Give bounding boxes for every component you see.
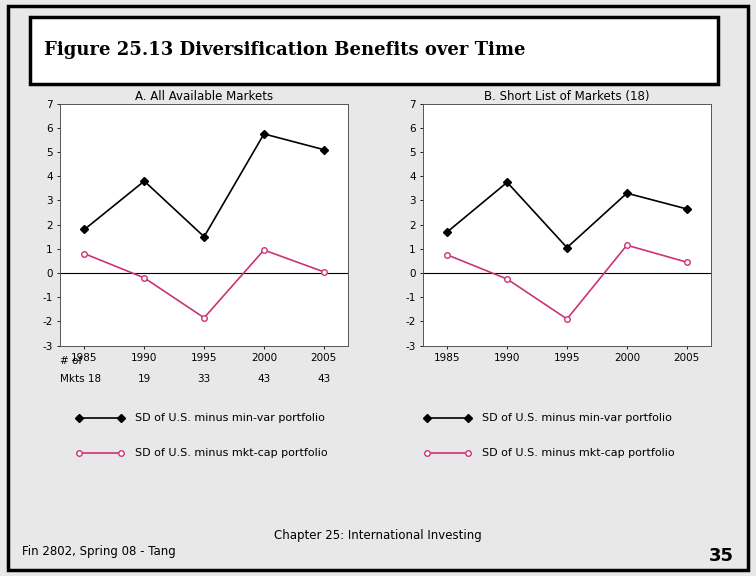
Text: Figure 25.13 Diversification Benefits over Time: Figure 25.13 Diversification Benefits ov… <box>44 41 525 59</box>
Title: B. Short List of Markets (18): B. Short List of Markets (18) <box>485 89 649 103</box>
Text: Mkts 18: Mkts 18 <box>60 374 101 384</box>
Text: 35: 35 <box>708 547 733 566</box>
Text: SD of U.S. minus min-var portfolio: SD of U.S. minus min-var portfolio <box>482 414 672 423</box>
Text: # of: # of <box>60 356 82 366</box>
Text: 33: 33 <box>197 374 211 384</box>
FancyBboxPatch shape <box>30 17 718 84</box>
Text: 19: 19 <box>138 374 151 384</box>
Text: 43: 43 <box>318 374 330 384</box>
Text: SD of U.S. minus min-var portfolio: SD of U.S. minus min-var portfolio <box>135 414 324 423</box>
Text: 43: 43 <box>257 374 271 384</box>
Text: SD of U.S. minus mkt-cap portfolio: SD of U.S. minus mkt-cap portfolio <box>482 448 675 458</box>
Text: Chapter 25: International Investing: Chapter 25: International Investing <box>274 529 482 542</box>
Text: SD of U.S. minus mkt-cap portfolio: SD of U.S. minus mkt-cap portfolio <box>135 448 327 458</box>
Text: Fin 2802, Spring 08 - Tang: Fin 2802, Spring 08 - Tang <box>23 545 176 558</box>
Title: A. All Available Markets: A. All Available Markets <box>135 89 273 103</box>
